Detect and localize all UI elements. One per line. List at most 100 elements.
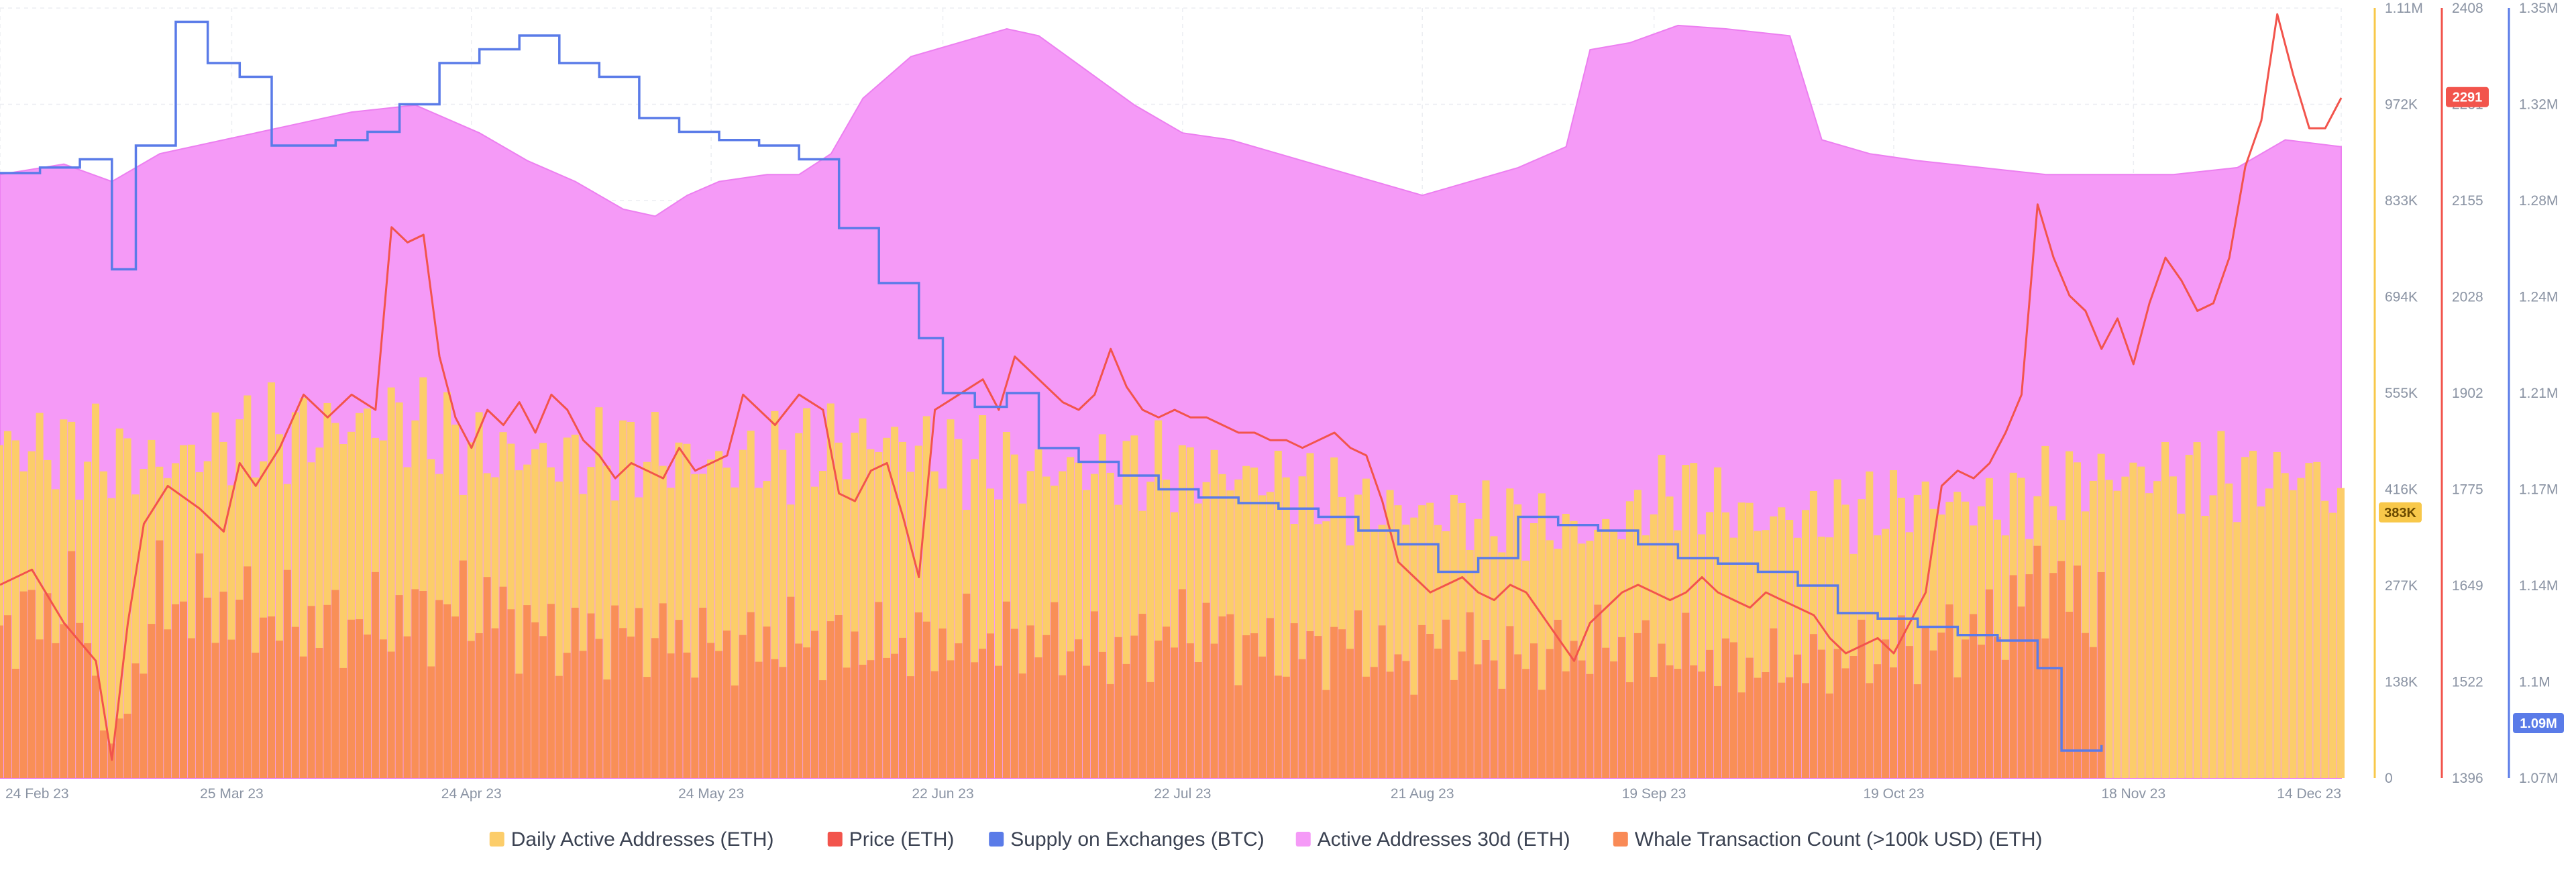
daily-active-bar (1674, 530, 1682, 778)
daily-active-bar (1913, 494, 1921, 778)
whale-transaction-bar (475, 633, 483, 778)
whale-transaction-bar (922, 621, 930, 778)
x-tick-label: 24 Apr 23 (441, 786, 502, 802)
whale-transaction-bar (275, 641, 283, 778)
whale-transaction-bar (747, 612, 755, 778)
whale-transaction-bar (107, 743, 115, 778)
whale-transaction-bar (419, 591, 427, 778)
whale-transaction-bar (947, 660, 955, 778)
daily-active-axis-tick-label: 277K (2385, 578, 2418, 594)
whale-transaction-bar (1666, 665, 1674, 778)
daily-active-bar (2249, 451, 2257, 778)
daily-active-bar (443, 392, 451, 778)
whale-transaction-bar (1370, 667, 1378, 778)
whale-transaction-bar (260, 617, 268, 778)
daily-active-bar (164, 478, 172, 778)
whale-transaction-bar (4, 615, 11, 778)
legend-item[interactable]: Supply on Exchanges (BTC) (989, 828, 1265, 851)
whale-transaction-bar (1106, 684, 1114, 778)
whale-transaction-bar (1130, 635, 1138, 778)
whale-transaction-bar (1866, 683, 1874, 778)
daily-active-bar (1018, 503, 1026, 778)
daily-active-bar (291, 412, 299, 778)
daily-active-bar (1330, 457, 1338, 778)
whale-transaction-bar (1314, 636, 1322, 778)
daily-active-bar (92, 403, 99, 778)
whale-transaction-bar (906, 676, 914, 778)
daily-active-axis-tick-label: 694K (2385, 290, 2418, 305)
daily-active-bar (2241, 457, 2249, 778)
whale-transaction-bar (579, 651, 587, 778)
whale-transaction-bar (1506, 626, 1514, 778)
daily-active-bar (899, 441, 906, 778)
price-axis-tick-label: 1649 (2452, 578, 2483, 594)
daily-active-bar (1978, 506, 1985, 778)
daily-active-bar (187, 444, 195, 778)
whale-transaction-bar (1913, 684, 1921, 778)
daily-active-bar (299, 398, 307, 778)
price-axis-tick-label: 2155 (2452, 193, 2483, 209)
whale-transaction-bar (1578, 660, 1586, 778)
whale-transaction-bar (1658, 643, 1666, 778)
daily-active-axis-tick-label: 972K (2385, 97, 2418, 113)
daily-active-bar (1186, 447, 1194, 778)
daily-active-bar (2233, 522, 2241, 778)
whale-transaction-bar (1083, 665, 1090, 778)
daily-active-bar (979, 415, 987, 778)
whale-transaction-bar (1650, 677, 1658, 778)
whale-transaction-bar (1218, 616, 1226, 778)
daily-active-bar (795, 433, 803, 778)
legend-item[interactable]: Daily Active Addresses (ETH) (489, 828, 774, 851)
x-tick-label: 14 Dec 23 (2277, 786, 2341, 802)
legend-item[interactable]: Price (ETH) (827, 828, 955, 851)
supply-axis-tick-label: 1.17M (2519, 482, 2558, 498)
whale-transaction-bar (76, 622, 84, 778)
daily-active-bar (2209, 495, 2217, 778)
whale-transaction-bar (2081, 633, 2089, 778)
supply-badge-bg (2513, 713, 2564, 733)
x-tick-label: 24 May 23 (678, 786, 744, 802)
legend-item[interactable]: Whale Transaction Count (>100k USD) (ETH… (1613, 828, 2043, 851)
whale-transaction-bar (219, 592, 227, 778)
whale-transaction-bar (2009, 575, 2017, 778)
daily-active-bar (1650, 514, 1658, 778)
whale-transaction-bar (203, 598, 211, 778)
daily-active-bar (955, 439, 963, 778)
whale-transaction-bar (1298, 659, 1306, 778)
whale-transaction-bar (1051, 602, 1059, 778)
whale-transaction-bar (1059, 675, 1067, 778)
daily-active-bar (2121, 476, 2129, 778)
whale-transaction-bar (1090, 611, 1098, 778)
whale-transaction-bar (1858, 619, 1866, 778)
whale-transaction-bar (1378, 625, 1386, 778)
daily-active-bar (2145, 493, 2153, 778)
daily-active-bar (99, 471, 107, 778)
whale-transaction-bar (547, 604, 555, 778)
daily-active-bar (867, 449, 875, 778)
daily-active-bar (1762, 530, 1770, 778)
daily-active-axis-tick-label: 1.11M (2385, 1, 2423, 16)
daily-active-bar (275, 434, 283, 778)
whale-transaction-bar (156, 540, 164, 778)
daily-active-bar (403, 467, 411, 778)
daily-active-bar (1386, 490, 1394, 778)
whale-transaction-bar (1538, 690, 1546, 778)
whale-transaction-bar (563, 653, 571, 778)
legend-item[interactable]: Active Addresses 30d (ETH) (1295, 828, 1570, 851)
daily-active-bar (148, 439, 156, 778)
legend[interactable]: Daily Active Addresses (ETH) Price (ETH) S… (489, 828, 2043, 851)
whale-transaction-bar (1155, 641, 1163, 778)
whale-transaction-bar (1034, 657, 1042, 778)
daily-active-bar (1841, 504, 1849, 778)
daily-active-bar (1067, 457, 1075, 778)
daily-active-bar (451, 425, 459, 778)
daily-active-bar (1098, 434, 1106, 778)
whale-transaction-bar (123, 714, 131, 778)
whale-transaction-bar (1737, 692, 1746, 778)
whale-transaction-bar (1682, 612, 1690, 778)
whale-transaction-bar (867, 660, 875, 778)
whale-transaction-bar (971, 662, 979, 778)
daily-active-bar (1866, 471, 1874, 778)
whale-transaction-bar (299, 656, 307, 778)
daily-active-bar (1825, 537, 1833, 778)
